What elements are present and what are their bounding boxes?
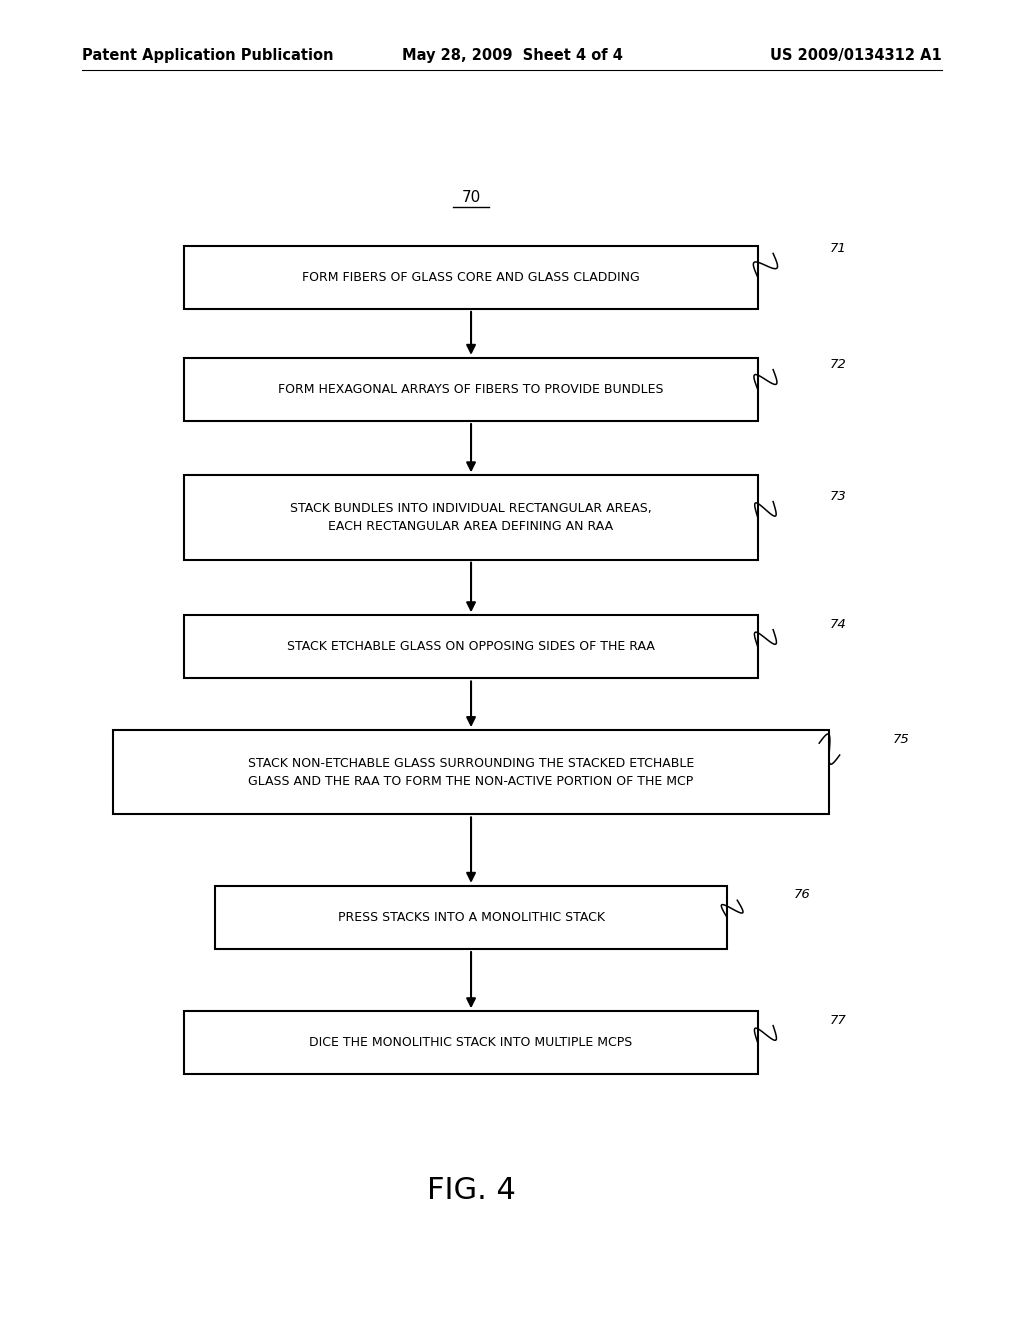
FancyBboxPatch shape <box>184 475 758 560</box>
FancyBboxPatch shape <box>184 1011 758 1074</box>
Text: 70: 70 <box>462 190 480 205</box>
Text: 77: 77 <box>829 1014 846 1027</box>
FancyBboxPatch shape <box>184 246 758 309</box>
Text: 72: 72 <box>829 358 846 371</box>
FancyBboxPatch shape <box>184 358 758 421</box>
Text: STACK ETCHABLE GLASS ON OPPOSING SIDES OF THE RAA: STACK ETCHABLE GLASS ON OPPOSING SIDES O… <box>287 640 655 653</box>
Text: Patent Application Publication: Patent Application Publication <box>82 49 334 63</box>
Text: STACK NON-ETCHABLE GLASS SURROUNDING THE STACKED ETCHABLE
GLASS AND THE RAA TO F: STACK NON-ETCHABLE GLASS SURROUNDING THE… <box>248 756 694 788</box>
Text: FORM HEXAGONAL ARRAYS OF FIBERS TO PROVIDE BUNDLES: FORM HEXAGONAL ARRAYS OF FIBERS TO PROVI… <box>279 383 664 396</box>
Text: May 28, 2009  Sheet 4 of 4: May 28, 2009 Sheet 4 of 4 <box>401 49 623 63</box>
FancyBboxPatch shape <box>215 886 727 949</box>
Text: 74: 74 <box>829 618 846 631</box>
FancyBboxPatch shape <box>113 730 829 814</box>
Text: STACK BUNDLES INTO INDIVIDUAL RECTANGULAR AREAS,
EACH RECTANGULAR AREA DEFINING : STACK BUNDLES INTO INDIVIDUAL RECTANGULA… <box>290 502 652 533</box>
Text: DICE THE MONOLITHIC STACK INTO MULTIPLE MCPS: DICE THE MONOLITHIC STACK INTO MULTIPLE … <box>309 1036 633 1049</box>
Text: FIG. 4: FIG. 4 <box>427 1176 515 1205</box>
Text: 73: 73 <box>829 490 846 503</box>
Text: 71: 71 <box>829 242 846 255</box>
FancyBboxPatch shape <box>184 615 758 678</box>
Text: FORM FIBERS OF GLASS CORE AND GLASS CLADDING: FORM FIBERS OF GLASS CORE AND GLASS CLAD… <box>302 271 640 284</box>
Text: 75: 75 <box>893 733 909 746</box>
Text: PRESS STACKS INTO A MONOLITHIC STACK: PRESS STACKS INTO A MONOLITHIC STACK <box>338 911 604 924</box>
Text: 76: 76 <box>794 888 810 902</box>
Text: US 2009/0134312 A1: US 2009/0134312 A1 <box>770 49 942 63</box>
